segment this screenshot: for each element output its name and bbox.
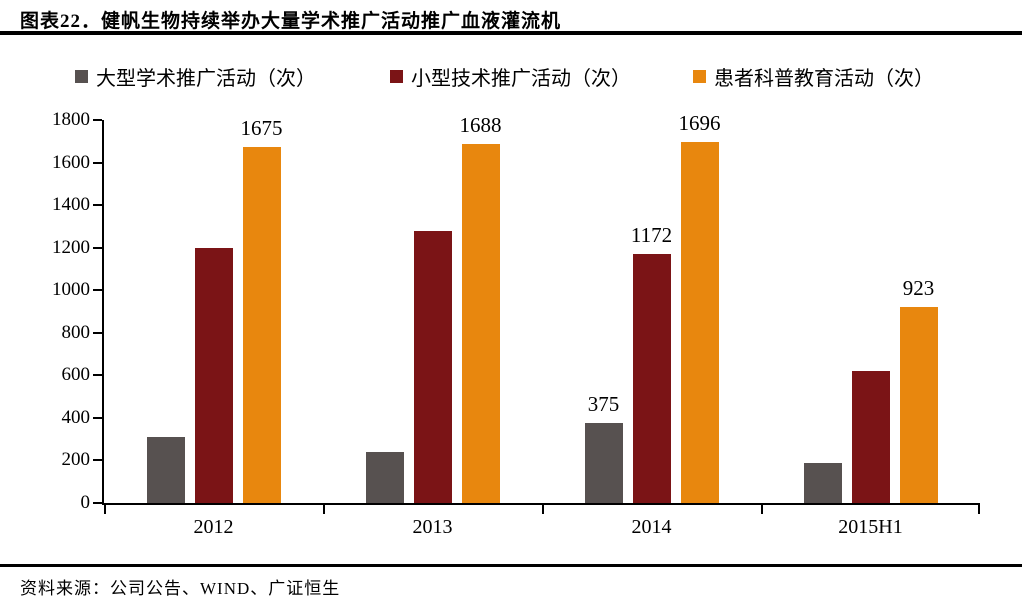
x-axis-tick bbox=[542, 505, 544, 514]
bar-2013-series0 bbox=[365, 451, 404, 503]
y-axis-label: 400 bbox=[61, 406, 91, 428]
x-axis-category-2013: 2013 bbox=[412, 516, 453, 538]
bar-value-label: 923 bbox=[902, 275, 935, 300]
x-axis-tick bbox=[323, 505, 325, 514]
legend-swatch-icon bbox=[390, 69, 403, 83]
y-axis-tick bbox=[93, 416, 102, 419]
bar-2015H1-series1 bbox=[851, 371, 890, 503]
y-axis-label: 600 bbox=[61, 364, 91, 386]
legend-item-1: 小型技术推广活动（次） bbox=[390, 62, 631, 90]
y-axis-tick bbox=[93, 459, 102, 462]
chart-legend: 大型学术推广活动（次） 小型技术推广活动（次） 患者科普教育活动（次） bbox=[0, 62, 1022, 90]
bar-2015H1-series2 bbox=[899, 306, 938, 503]
y-axis-tick bbox=[93, 246, 102, 249]
legend-label: 小型技术推广活动（次） bbox=[411, 67, 631, 90]
y-axis-label: 1400 bbox=[52, 194, 90, 216]
legend-item-0: 大型学术推广活动（次） bbox=[75, 62, 316, 90]
figure-title: 图表22．健帆生物持续举办大量学术推广活动推广血液灌流机 bbox=[20, 11, 562, 32]
bar-2014-series1 bbox=[632, 253, 671, 503]
bar-value-label: 1688 bbox=[459, 112, 502, 137]
y-axis-label: 800 bbox=[61, 321, 91, 343]
title-divider bbox=[0, 31, 1022, 35]
bar-2012-series2 bbox=[242, 146, 281, 503]
legend-label: 患者科普教育活动（次） bbox=[714, 67, 934, 90]
y-axis-label: 1200 bbox=[52, 236, 90, 258]
y-axis-tick bbox=[93, 119, 102, 121]
x-axis-tick bbox=[761, 505, 763, 514]
y-axis-tick bbox=[93, 161, 102, 164]
y-axis-label: 1000 bbox=[52, 279, 90, 301]
bar-2014-series0 bbox=[584, 423, 623, 503]
y-axis-tick bbox=[93, 502, 102, 504]
bar-value-label: 1172 bbox=[630, 222, 673, 247]
footer-divider bbox=[0, 564, 1022, 567]
bar-2013-series1 bbox=[413, 230, 452, 503]
bar-value-label: 1675 bbox=[240, 115, 283, 140]
x-axis-category-2015H1: 2015H1 bbox=[838, 516, 903, 538]
legend-item-2: 患者科普教育活动（次） bbox=[693, 62, 934, 90]
bar-2012-series1 bbox=[194, 247, 233, 503]
y-axis-tick bbox=[93, 204, 102, 207]
bar-2012-series0 bbox=[146, 437, 185, 503]
x-axis-tick bbox=[104, 505, 106, 514]
y-axis-tick bbox=[93, 331, 102, 334]
y-axis-label: 0 bbox=[80, 492, 91, 513]
y-axis-tick bbox=[93, 289, 102, 292]
y-axis-label: 1600 bbox=[52, 151, 90, 173]
bar-2015H1-series0 bbox=[803, 462, 842, 503]
x-axis-tick bbox=[978, 505, 980, 514]
legend-swatch-icon bbox=[75, 69, 88, 83]
x-axis-category-2014: 2014 bbox=[631, 516, 672, 538]
y-axis-tick bbox=[93, 374, 102, 377]
legend-swatch-icon bbox=[693, 69, 706, 83]
y-axis-label: 1800 bbox=[52, 109, 90, 130]
bar-2013-series2 bbox=[461, 143, 500, 503]
data-source: 资料来源：公司公告、WIND、广证恒生 bbox=[20, 579, 341, 598]
legend-label: 大型学术推广活动（次） bbox=[96, 67, 316, 90]
bar-value-label: 1696 bbox=[678, 111, 721, 136]
y-axis-label: 200 bbox=[61, 449, 91, 471]
bar-value-label: 375 bbox=[587, 392, 620, 417]
x-axis-category-2012: 2012 bbox=[193, 516, 234, 538]
bar-2014-series2 bbox=[680, 142, 719, 503]
plot-area: 1800 1600 1400 1200 1000 800 600 400 200 0 375 1172… bbox=[52, 109, 980, 538]
